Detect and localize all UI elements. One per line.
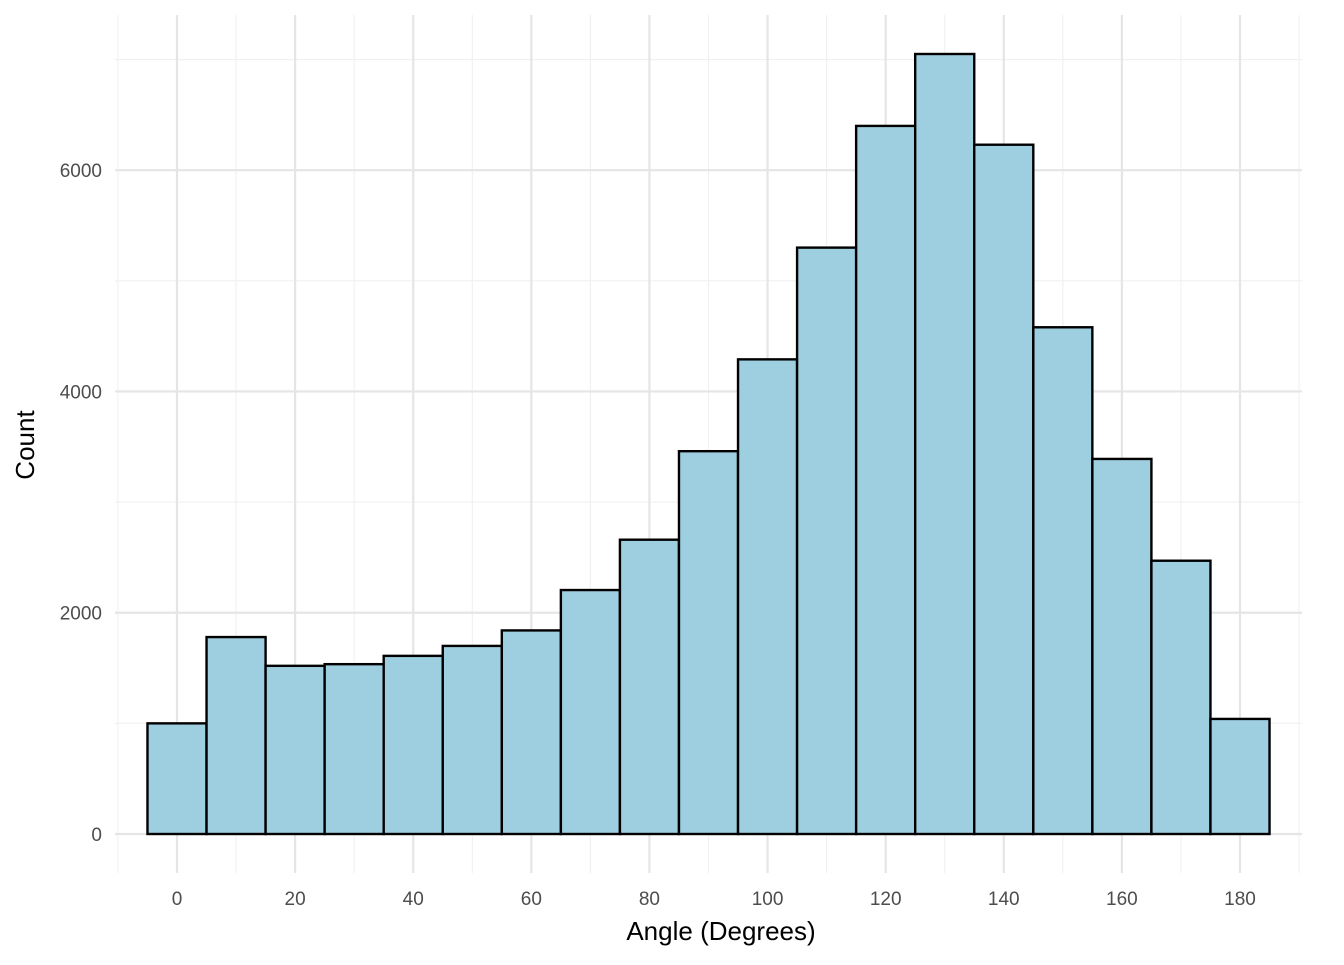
histogram-bar (441, 644, 504, 836)
histogram-bar (1091, 457, 1153, 836)
x-tick-label: 140 (988, 889, 1020, 910)
histogram-bar (559, 588, 622, 836)
histogram-bar (677, 449, 740, 836)
y-tick-label: 6000 (60, 161, 102, 182)
x-tick-label: 80 (639, 889, 660, 910)
x-tick-label: 160 (1106, 889, 1138, 910)
x-axis-title: Angle (Degrees) (626, 916, 815, 946)
y-tick-label: 2000 (60, 604, 102, 625)
x-tick-label: 180 (1224, 889, 1256, 910)
x-tick-label: 120 (870, 889, 902, 910)
histogram-bar (795, 246, 858, 836)
histogram-bar (323, 662, 385, 836)
histogram-bar (913, 52, 976, 836)
x-tick-label: 60 (521, 889, 542, 910)
histogram-bar (736, 358, 799, 836)
y-tick-label: 0 (91, 825, 102, 846)
histogram-bar (382, 654, 444, 836)
y-tick-label: 4000 (60, 382, 102, 403)
x-tick-label: 40 (403, 889, 424, 910)
x-tick-label: 20 (285, 889, 306, 910)
bars-layer (146, 52, 1271, 836)
histogram-bar (1032, 326, 1094, 836)
y-axis-title: Count (10, 410, 40, 480)
histogram-bar (146, 722, 208, 836)
histogram-bar (1150, 559, 1212, 836)
x-tick-label: 0 (172, 889, 183, 910)
x-axis-tick-labels: 0 20 40 60 80 100 120 140 160 180 (172, 889, 1256, 910)
histogram-bar (264, 664, 326, 836)
y-axis-tick-labels: 0 2000 4000 6000 (60, 161, 102, 846)
histogram-bar (500, 629, 563, 836)
histogram-bar (205, 635, 267, 836)
histogram-bar (854, 124, 917, 836)
histogram-bar (1209, 717, 1271, 836)
x-tick-label: 100 (752, 889, 784, 910)
histogram-bar (618, 538, 681, 836)
histogram-bar (973, 143, 1035, 836)
